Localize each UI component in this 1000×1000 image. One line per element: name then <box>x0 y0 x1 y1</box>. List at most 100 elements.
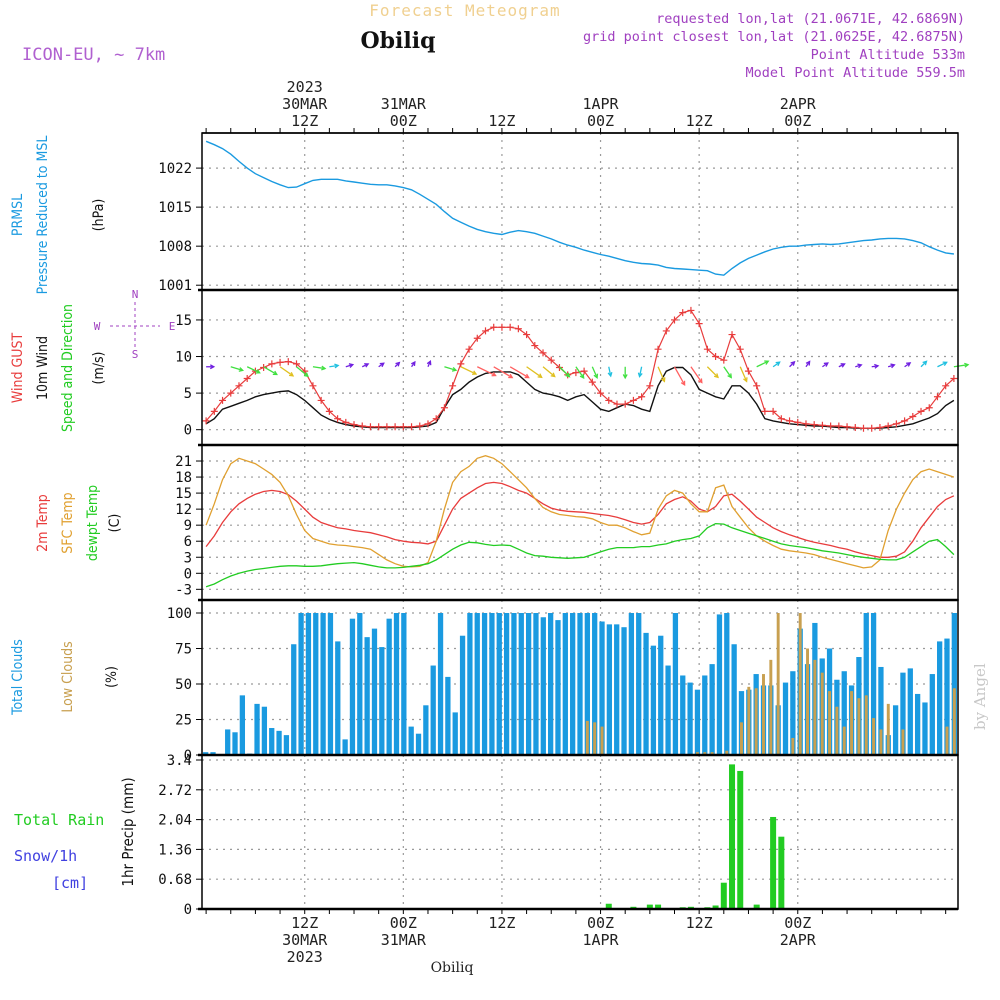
low-cloud-bar <box>740 722 743 755</box>
panel-frame-precipitation <box>201 754 959 910</box>
total-cloud-bar <box>584 613 590 755</box>
gust-marker <box>498 323 506 331</box>
y-tick-label: 21 <box>175 454 192 470</box>
total-cloud-bar <box>445 676 451 755</box>
wind-direction-arrowhead <box>451 366 458 372</box>
rain-bar <box>646 904 653 909</box>
gust-marker <box>547 356 555 364</box>
wind-direction-arrow <box>638 366 643 377</box>
total-cloud-bar <box>269 728 275 755</box>
total-cloud-bar <box>386 618 392 755</box>
total-cloud-bar <box>437 613 444 755</box>
gust-marker <box>473 334 481 342</box>
total-cloud-bar <box>232 732 238 755</box>
total-cloud-bar <box>408 726 414 755</box>
time-label: 31MAR <box>381 931 427 949</box>
wind-direction-arrowhead <box>660 377 666 383</box>
precip-legend-label: Snow/1h <box>14 847 77 865</box>
wind-direction-arrowhead <box>790 360 796 366</box>
gust-marker <box>276 358 284 366</box>
gust-marker <box>744 367 752 375</box>
panel-frame-temperature <box>201 444 959 601</box>
total-cloud-bar <box>650 645 657 755</box>
panel-label: 10m Wind <box>35 336 51 400</box>
total-cloud-bar <box>364 637 370 755</box>
time-label: 00Z <box>784 112 811 130</box>
low-cloud-bar <box>828 691 832 755</box>
gust-marker <box>679 309 687 317</box>
rain-bar <box>605 903 612 909</box>
total-cloud-bar <box>291 644 297 755</box>
rain-bar <box>729 764 736 909</box>
gust-marker <box>325 407 333 415</box>
station-name: Obiliq <box>360 28 435 54</box>
gust-marker <box>933 393 941 401</box>
low-cloud-bar <box>806 648 810 755</box>
wind-direction-arrow <box>690 366 703 383</box>
gust-marker <box>835 422 843 430</box>
gust-marker <box>613 400 621 408</box>
low-cloud-bar <box>769 659 773 755</box>
gust-marker <box>539 349 547 357</box>
grid-layer <box>202 133 958 910</box>
gust-marker <box>210 407 218 415</box>
total-cloud-bar <box>276 730 282 755</box>
total-cloud-bar <box>342 739 348 755</box>
low-cloud-bar <box>901 729 905 755</box>
wind-direction-arrow <box>937 361 947 368</box>
total-cloud-bar <box>790 671 796 755</box>
wind-direction-arrow <box>591 366 598 378</box>
low-cloud-bar <box>879 729 883 755</box>
panel-label: Low Clouds <box>60 641 76 712</box>
y-tick-label: 1015 <box>158 200 192 216</box>
low-cloud-bar <box>585 720 589 755</box>
rain-bar <box>712 905 719 909</box>
total-cloud-bar <box>401 613 407 755</box>
info-point-altitude: Point Altitude 533m <box>811 47 965 63</box>
total-cloud-bar <box>878 666 884 755</box>
y-tick-label: 9 <box>184 518 192 534</box>
total-cloud-bar <box>320 613 326 755</box>
gust-marker <box>671 316 678 324</box>
gust-marker <box>408 423 416 431</box>
total-cloud-bar <box>907 668 913 755</box>
gust-marker <box>802 420 810 428</box>
time-label: 1APR <box>582 95 619 113</box>
y-tick-label: 0.68 <box>158 872 192 888</box>
gust-marker <box>860 424 867 432</box>
wind-direction-arrow <box>329 364 339 368</box>
panel-label: (%) <box>104 666 120 688</box>
panel-frame-pressure <box>201 132 959 291</box>
y-tick-label: 1022 <box>158 161 192 177</box>
chart-title: Forecast Meteogram <box>369 1 560 20</box>
time-label: 00Z <box>587 914 614 932</box>
total-cloud-bar <box>511 613 517 755</box>
total-cloud-bar <box>335 641 341 755</box>
gust-marker <box>876 423 884 431</box>
gust-marker <box>646 382 654 390</box>
compass-w: W <box>94 320 101 333</box>
gust-marker <box>901 417 909 425</box>
wind-direction-arrowhead <box>823 362 829 367</box>
total-cloud-bar <box>929 674 935 755</box>
total-cloud-bar <box>782 682 789 755</box>
gust-marker <box>712 353 720 361</box>
precip-legend-label: Total Rain <box>14 811 104 829</box>
y-tick-label: 0 <box>184 902 192 918</box>
wind-direction-arrowhead <box>410 360 416 367</box>
wind-direction-arrowhead <box>775 361 781 367</box>
wind-direction-arrowhead <box>727 373 732 379</box>
gust-marker <box>654 345 662 353</box>
panel-label: Speed and Direction <box>60 304 76 432</box>
total-cloud-bar <box>658 635 664 755</box>
wind-direction-arrowhead <box>491 371 497 377</box>
total-cloud-bar <box>709 664 715 755</box>
total-cloud-bar <box>540 617 546 755</box>
y-tick-label: -3 <box>175 582 192 598</box>
y-tick-label: 10 <box>175 350 192 366</box>
total-cloud-bar <box>452 712 458 755</box>
total-cloud-bar <box>562 613 568 755</box>
wind-direction-arrow <box>279 366 294 377</box>
gust-marker <box>391 423 399 431</box>
info-requested: requested lon,lat (21.0671E, 42.6869N) <box>656 11 965 27</box>
